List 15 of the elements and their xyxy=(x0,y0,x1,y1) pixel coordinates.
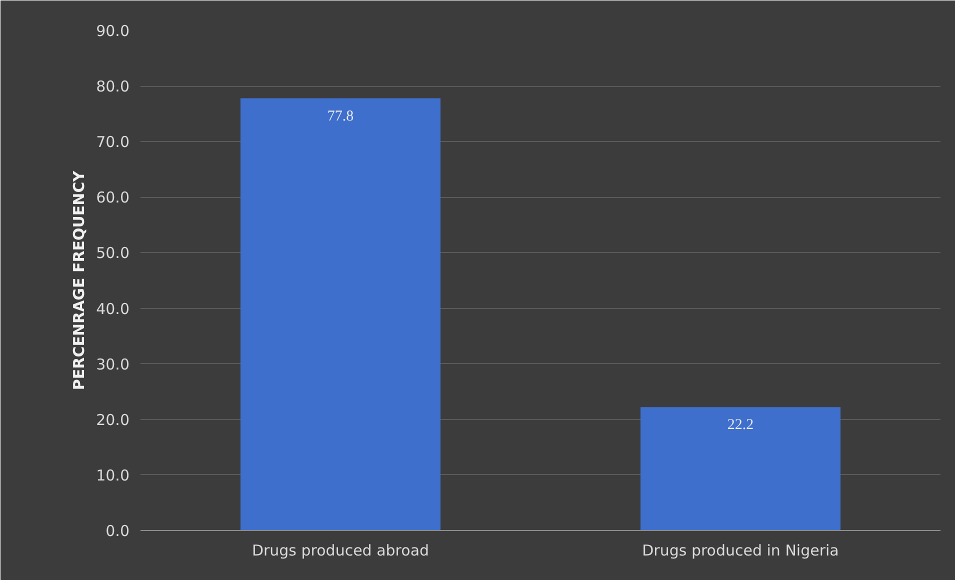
y-tick-label: 20.0 xyxy=(96,410,130,429)
y-tick-label: 30.0 xyxy=(96,355,130,374)
x-tick-label: Drugs produced in Nigeria xyxy=(642,542,839,560)
data-label: 22.2 xyxy=(727,417,754,434)
y-tick-label: 90.0 xyxy=(96,22,130,40)
data-label: 77.8 xyxy=(327,108,354,124)
y-tick-label: 60.0 xyxy=(96,188,130,207)
x-tick-label: Drugs produced abroad xyxy=(252,542,430,560)
y-tick-label: 50.0 xyxy=(96,244,130,262)
y-axis-title: PERCENRAGE FREQUENCY xyxy=(70,170,88,390)
y-tick-label: 10.0 xyxy=(96,466,130,484)
y-tick-label: 80.0 xyxy=(96,78,130,96)
y-tick-label: 40.0 xyxy=(96,300,130,318)
y-tick-label: 70.0 xyxy=(96,133,130,152)
y-tick-label: 0.0 xyxy=(106,522,130,540)
